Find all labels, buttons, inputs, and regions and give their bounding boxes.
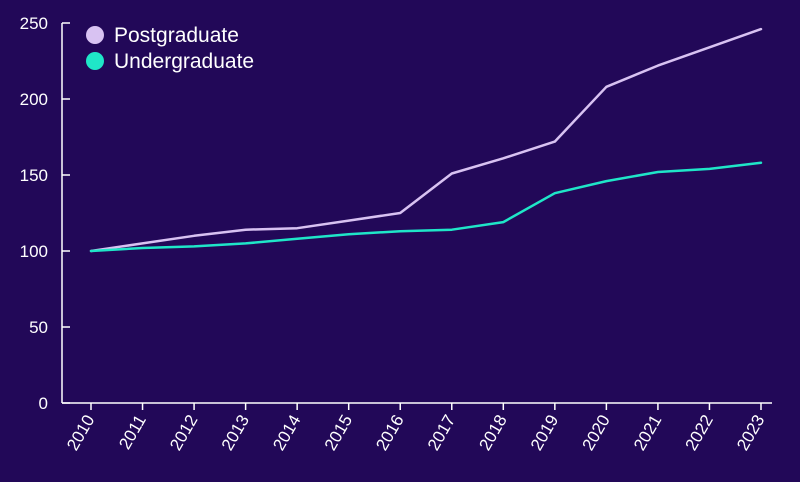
legend-label-undergraduate: Undergraduate: [114, 50, 254, 73]
x-tick-label: 2023: [733, 412, 768, 454]
y-tick-label: 200: [20, 90, 48, 109]
x-axis-ticks: 2010 2011 2012 2013 2014 2015 2016 2017 2018 2019…: [63, 403, 768, 454]
x-tick-label: 2021: [630, 412, 665, 454]
x-tick-label: 2013: [218, 412, 253, 454]
y-tick-label: 250: [20, 14, 48, 33]
legend-marker-postgraduate: [86, 26, 104, 44]
y-axis-ticks: 0 50 100 150 200 250: [20, 14, 70, 413]
legend-label-postgraduate: Postgraduate: [114, 24, 239, 47]
x-tick-label: 2015: [321, 412, 356, 454]
x-tick-label: 2018: [475, 412, 510, 454]
series-lines: [89, 27, 763, 253]
legend: Postgraduate Undergraduate: [86, 24, 254, 73]
series-line-postgraduate: [89, 27, 763, 253]
x-tick-label: 2016: [372, 412, 407, 454]
x-tick-label: 2017: [424, 412, 459, 454]
x-tick-label: 2010: [63, 412, 98, 454]
y-tick-label: 100: [20, 242, 48, 261]
y-tick-label: 50: [29, 318, 48, 337]
y-tick-label: 150: [20, 166, 48, 185]
series-line-undergraduate: [89, 161, 763, 253]
x-tick-label: 2014: [269, 412, 304, 454]
x-tick-label: 2022: [682, 412, 717, 454]
legend-marker-undergraduate: [86, 52, 104, 70]
x-tick-label: 2011: [115, 412, 150, 453]
x-tick-label: 2019: [527, 412, 562, 454]
x-tick-label: 2012: [166, 412, 201, 454]
x-tick-label: 2020: [578, 412, 613, 454]
y-tick-label: 0: [39, 394, 48, 413]
axes: [61, 23, 772, 404]
